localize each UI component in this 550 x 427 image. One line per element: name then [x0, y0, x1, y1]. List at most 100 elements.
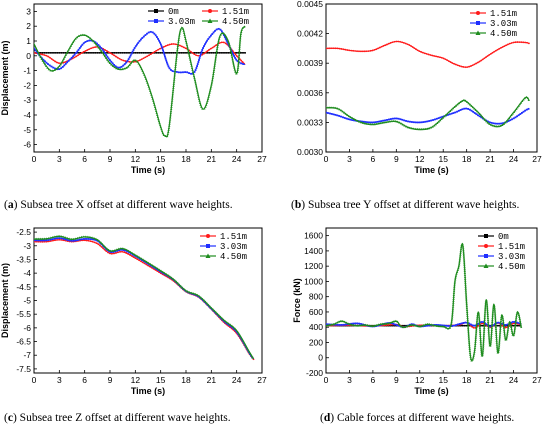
series-marker [35, 48, 38, 51]
series-marker [103, 246, 106, 249]
series-marker [466, 324, 470, 327]
series-marker [479, 334, 482, 337]
series-marker [227, 322, 230, 325]
series-marker [170, 107, 173, 110]
caption-c: (c) Subsea tree Z offset at different wa… [4, 412, 231, 424]
series-marker [488, 340, 491, 343]
series-marker [208, 36, 211, 39]
series-marker [239, 30, 243, 33]
series-marker [509, 115, 512, 118]
series-marker [136, 52, 139, 54]
series-marker [221, 52, 223, 54]
series-marker [125, 61, 128, 64]
series-marker [68, 237, 71, 240]
series-marker [70, 56, 73, 59]
series-marker [202, 52, 204, 54]
series-marker [106, 50, 108, 52]
series-marker [518, 317, 521, 320]
series-marker [470, 104, 473, 107]
series-marker [140, 257, 143, 260]
series-marker [206, 50, 209, 53]
series-marker [496, 48, 499, 51]
series-marker [191, 293, 194, 295]
series-marker [380, 45, 383, 48]
series-marker [242, 63, 245, 65]
series-marker [477, 315, 481, 318]
series-marker [386, 119, 388, 121]
series-marker [525, 95, 528, 99]
series-marker [490, 322, 494, 325]
series-marker [490, 336, 493, 339]
series-marker [63, 55, 66, 58]
series-marker [494, 323, 497, 327]
series-marker [396, 320, 399, 323]
series-marker [459, 109, 462, 111]
series-marker [180, 45, 183, 48]
series-marker [454, 63, 457, 66]
x-tick-label: 6 [371, 375, 376, 385]
series-marker [174, 43, 177, 46]
x-tick-label: 0 [32, 154, 37, 164]
series-marker [141, 37, 144, 39]
series-marker [142, 35, 145, 38]
series-marker [518, 319, 522, 322]
chart-b: 0 3 6 9 12 15 18 21 24 270.00300.00330.00360.0039… [297, 0, 542, 175]
series-marker [486, 310, 489, 314]
series-marker [172, 43, 175, 45]
series-marker [78, 47, 81, 50]
series-marker [478, 112, 482, 115]
series-marker [140, 58, 143, 61]
legend-label: 0m [168, 7, 179, 17]
series-marker [486, 121, 490, 124]
series-marker [395, 117, 398, 120]
series-marker [173, 78, 176, 81]
series-marker [464, 281, 467, 284]
series-marker [39, 52, 42, 54]
series-marker [401, 41, 403, 44]
plot-frame [325, 3, 538, 153]
series-marker [462, 252, 465, 255]
series-marker [466, 322, 470, 325]
series-marker [118, 57, 121, 60]
series-marker [58, 237, 61, 240]
series-marker [408, 44, 411, 46]
y-tick-label: 0.0036 [297, 88, 323, 98]
y-tick-label: -7.5 [16, 364, 31, 374]
y-tick-label: 0.0039 [297, 58, 323, 68]
series-marker [144, 77, 148, 80]
series-marker [134, 45, 137, 48]
series-marker [90, 52, 92, 54]
series-marker [209, 307, 212, 309]
series-marker [128, 56, 131, 59]
series-marker [178, 34, 181, 37]
series-marker [165, 59, 168, 62]
series-marker [403, 324, 405, 327]
series-marker [506, 324, 509, 327]
series-marker [508, 42, 511, 45]
series-marker [161, 270, 165, 273]
series-marker [43, 63, 47, 66]
x-tick-label: 21 [485, 375, 495, 385]
series-marker [116, 56, 119, 59]
series-marker [85, 238, 87, 240]
series-marker [464, 285, 467, 288]
series-marker [474, 342, 477, 345]
x-tick-label: 0 [324, 375, 329, 385]
plot-frame [33, 3, 263, 153]
series-marker [68, 46, 72, 49]
series-marker [84, 235, 87, 238]
series-marker [176, 42, 180, 45]
series-marker [82, 42, 85, 45]
series-marker [162, 51, 165, 54]
series-marker [245, 347, 248, 350]
series-marker [149, 262, 152, 266]
y-tick-label: 800 [309, 292, 323, 302]
series-marker [37, 239, 40, 242]
series-marker [481, 350, 485, 353]
series-marker [486, 308, 489, 312]
series-marker [178, 44, 181, 47]
series-marker [458, 323, 461, 325]
series-marker [90, 38, 94, 41]
series-marker [516, 115, 519, 118]
